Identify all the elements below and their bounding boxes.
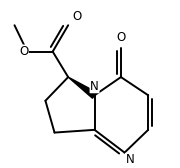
Text: O: O — [19, 45, 28, 58]
Text: O: O — [116, 31, 125, 44]
Text: O: O — [73, 10, 82, 23]
Polygon shape — [68, 77, 97, 98]
Text: N: N — [126, 153, 134, 166]
Text: N: N — [90, 80, 99, 93]
